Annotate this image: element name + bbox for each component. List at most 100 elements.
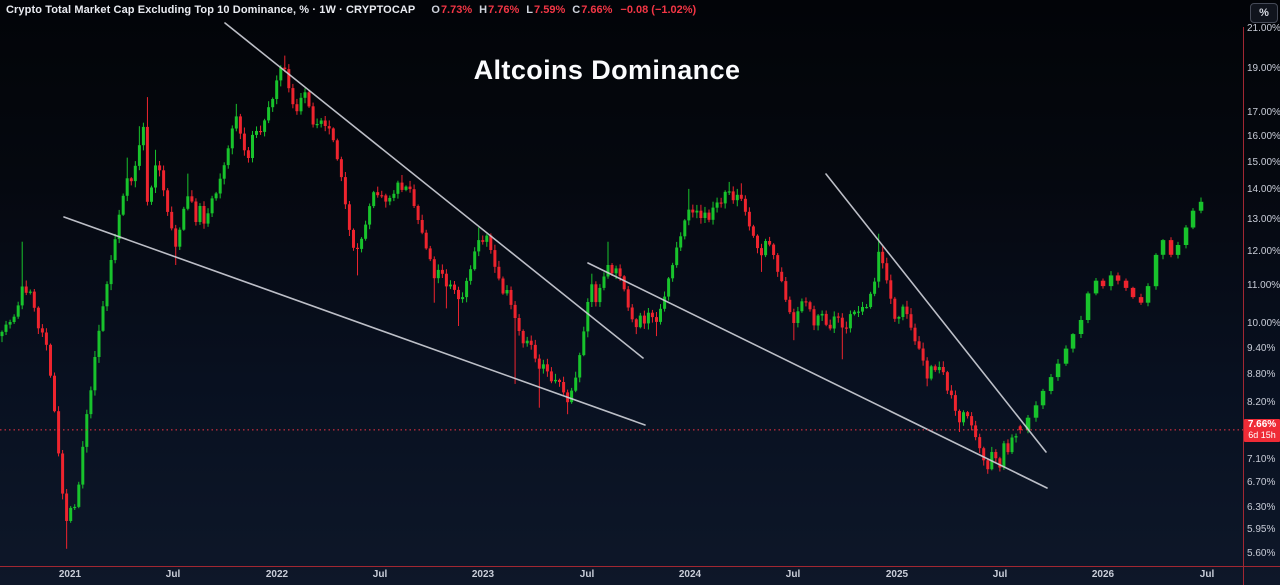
candle-body [711,207,715,220]
candle-body [650,312,654,318]
candle-body [388,197,392,202]
bottom-frame-line [0,566,1280,567]
candle-body [691,209,695,213]
candle-body [663,296,667,309]
candle-body [202,206,206,224]
candle-body [1070,334,1076,349]
price-tick: 15.00% [1247,157,1280,168]
candle-body [521,331,525,344]
candle-body [331,128,335,141]
time-tick: Jul [372,569,388,580]
ohlc-close-value: 7.66% [581,4,613,16]
candle-body [1168,240,1174,255]
candle-body [1018,426,1022,430]
candle-body [323,120,327,126]
candle-body [89,390,93,415]
time-tick: Jul [1199,569,1215,580]
trendline-4[interactable] [825,173,1047,453]
candlesticks-layer [0,55,1022,549]
candle-body [804,301,808,303]
candle-body [1198,201,1204,211]
candle-body [311,106,315,125]
candle-body [602,276,606,288]
time-tick: Jul [579,569,595,580]
candle-body [554,379,557,382]
time-tick: 2023 [471,569,495,580]
price-tick: 21.00% [1247,23,1280,34]
percent-unit-button[interactable]: % [1250,3,1278,23]
candle-body [533,344,537,359]
candle-body [917,341,921,349]
candle-body [81,446,85,485]
candle-body [1078,320,1084,334]
candle-body [760,248,763,256]
time-axis[interactable]: 2021 Jul 2022 Jul 2023 Jul 2024 Jul 2025 Jul 2026 J… [0,567,1280,585]
candle-body [679,236,683,248]
candle-body [756,235,759,249]
candle-body [493,250,497,267]
candle-body [747,211,751,227]
candle-body [400,182,404,190]
candle-body [44,332,48,345]
candle-body [0,331,4,337]
trendline-2[interactable] [63,216,646,426]
price-tick: 7.10% [1247,454,1276,465]
candle-body [32,291,36,308]
candle-body [109,260,113,285]
candle-body [473,251,477,270]
candle-body [238,116,242,134]
candle-body [529,340,533,345]
candle-body [182,208,186,230]
candle-body [723,191,727,204]
candle-body [655,317,658,322]
candle-body [857,311,860,313]
candle-body [283,67,287,70]
candle-body [170,211,174,229]
projection-candles-layer[interactable] [1025,197,1204,434]
candle-body [877,251,881,282]
candle-body [1153,254,1159,287]
candle-body [776,255,780,272]
candle-body [541,364,545,369]
price-axis[interactable]: 21.00% 19.00% 17.00% 16.00% 15.00% 14.00% 13.0… [1244,0,1280,566]
price-tick: 6.30% [1247,502,1276,513]
candle-body [800,301,804,312]
candle-body [53,375,56,412]
price-tick: 5.60% [1247,548,1276,559]
candle-body [618,268,622,277]
candle-body [166,190,170,212]
candle-body [8,322,12,325]
candle-body [687,209,691,221]
candle-body [339,159,343,178]
candle-body [275,80,279,99]
candle-body [1123,280,1129,288]
price-tick: 13.00% [1247,214,1280,225]
candle-body [448,284,452,287]
ohlc-open-value: 7.73% [440,4,473,16]
candle-body [683,220,687,237]
candle-body [978,437,982,449]
trendline-3[interactable] [587,262,1048,489]
time-tick: 2021 [58,569,82,580]
candle-body [933,366,937,371]
candle-body [352,229,355,248]
trendline-1[interactable] [224,22,644,359]
candle-body [909,314,913,328]
candle-body [404,186,408,190]
candle-body [335,140,339,160]
candle-body [24,286,28,293]
candle-body [230,128,234,149]
candle-body [897,317,901,319]
candle-body [861,307,864,312]
candle-body [218,178,222,194]
candle-body [852,311,856,315]
time-tick: 2025 [885,569,909,580]
candle-body [133,165,137,182]
candle-body [768,241,772,245]
candle-body [255,131,258,135]
chart-pane[interactable] [0,0,1244,566]
symbol-title[interactable]: Crypto Total Market Cap Excluding Top 10… [6,4,416,16]
candle-body [1048,377,1054,391]
candle-body [925,360,929,379]
candle-body [574,377,578,391]
